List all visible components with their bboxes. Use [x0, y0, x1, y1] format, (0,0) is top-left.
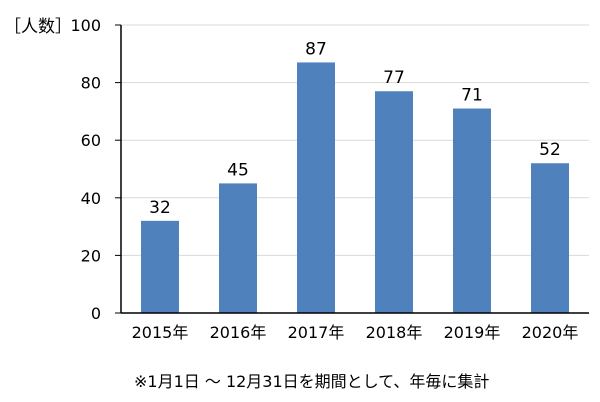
bar: [375, 91, 413, 314]
footnote: ※1月1日 ～ 12月31日を期間として、年毎に集計: [134, 372, 489, 391]
data-label: 52: [539, 140, 561, 160]
y-tick-label: 100: [70, 16, 101, 35]
bar: [219, 183, 257, 313]
x-tick-label: 2018年: [366, 323, 423, 342]
data-label: 77: [383, 68, 405, 88]
bar: [297, 62, 335, 313]
y-tick-label: 60: [81, 131, 101, 150]
axes: [120, 25, 589, 314]
bar: [141, 220, 179, 313]
y-tick-labels: 0 20 40 60 80 100: [70, 16, 121, 323]
x-tick-labels: 2015年 2016年 2017年 2018年 2019年 2020年: [132, 323, 579, 342]
x-tick-label: 2019年: [444, 323, 501, 342]
data-label: 32: [149, 198, 171, 218]
x-tick-label: 2017年: [288, 323, 345, 342]
y-tick-label: 40: [81, 189, 101, 208]
bars: [141, 62, 569, 314]
bar: [453, 108, 491, 314]
data-label: 45: [227, 160, 249, 180]
x-tick-label: 2015年: [132, 323, 189, 342]
x-tick-label: 2016年: [210, 323, 267, 342]
data-labels: 32 45 87 77 71 52: [149, 39, 561, 217]
gridlines: [121, 24, 589, 256]
data-label: 87: [305, 39, 327, 59]
y-tick-label: 0: [91, 304, 101, 323]
bar: [531, 163, 569, 313]
data-label: 71: [461, 86, 483, 106]
x-tick-label: 2020年: [522, 323, 579, 342]
y-axis-label: ［人数］: [4, 17, 72, 37]
y-tick-label: 20: [81, 246, 101, 265]
y-tick-label: 80: [81, 74, 101, 93]
